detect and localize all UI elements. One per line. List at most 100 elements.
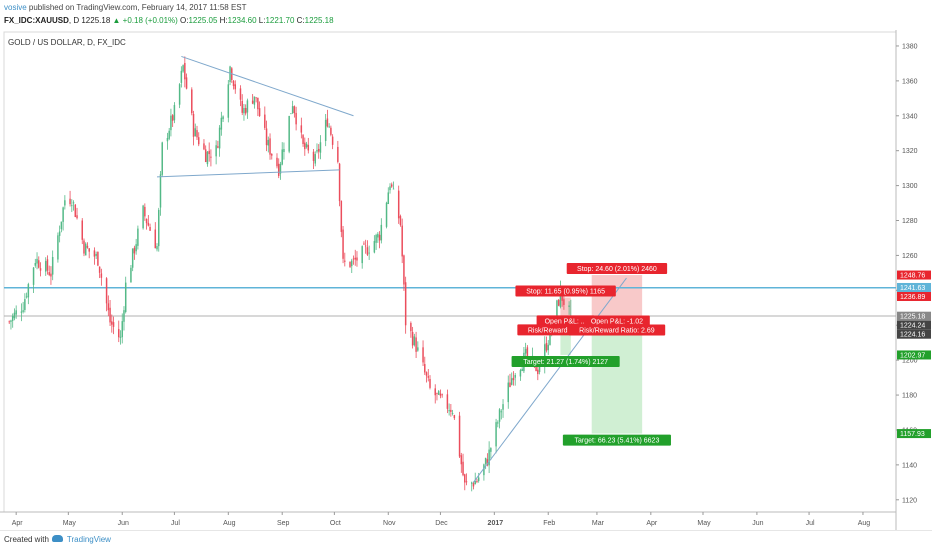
candle-body bbox=[44, 261, 47, 272]
candle-body bbox=[434, 388, 436, 396]
candle-body bbox=[76, 215, 78, 219]
candle-body bbox=[253, 96, 256, 105]
high-label: H: bbox=[217, 16, 228, 25]
candle-body bbox=[344, 260, 346, 262]
candle-body bbox=[453, 415, 456, 419]
candle-body bbox=[401, 225, 403, 257]
price-tag-bg bbox=[897, 291, 931, 301]
candle-body bbox=[46, 259, 49, 271]
candle-body bbox=[161, 142, 163, 175]
candle-body bbox=[361, 246, 363, 264]
candle-body bbox=[483, 464, 485, 476]
candle-body bbox=[422, 347, 424, 363]
x-tick-label: Sep bbox=[277, 520, 290, 527]
candle-body bbox=[258, 108, 261, 117]
price-tag-bg bbox=[897, 311, 931, 321]
candle-body bbox=[38, 260, 40, 268]
price-change: ▲ +0.18 (+0.01%) bbox=[112, 16, 178, 25]
candle-body bbox=[291, 106, 294, 113]
candle-body bbox=[107, 303, 110, 311]
candle-body bbox=[486, 459, 489, 466]
candle-body bbox=[197, 137, 200, 145]
candle-body bbox=[392, 188, 395, 190]
price-tag: 1248.76 bbox=[900, 273, 925, 280]
candle-body bbox=[497, 422, 499, 424]
candle-body bbox=[326, 118, 329, 127]
candle-body bbox=[568, 305, 570, 308]
candle-body bbox=[123, 310, 125, 322]
candle-body bbox=[397, 190, 400, 219]
candle-body bbox=[500, 411, 503, 413]
price-tag: 1202.97 bbox=[900, 352, 925, 359]
stop-zone bbox=[560, 297, 571, 318]
high-value: 1234.60 bbox=[227, 16, 257, 25]
candle-body bbox=[450, 409, 452, 412]
candle-body bbox=[86, 245, 89, 248]
candle-body bbox=[317, 148, 320, 152]
candle-body bbox=[368, 252, 370, 254]
target-zone bbox=[560, 317, 571, 355]
rr-label: Risk/Reward Ratio: 1.83 bbox=[528, 327, 604, 334]
y-tick-label: 1120 bbox=[902, 497, 917, 504]
candle-body bbox=[142, 205, 144, 229]
price-tag-bg bbox=[897, 270, 931, 280]
candle-body bbox=[312, 151, 315, 161]
y-tick-label: 1260 bbox=[902, 253, 918, 260]
candle-body bbox=[133, 247, 136, 254]
candle-body bbox=[351, 260, 353, 267]
candle-body bbox=[474, 481, 476, 485]
tradingview-brand[interactable]: TradingView bbox=[66, 535, 111, 544]
candle-body bbox=[105, 278, 108, 304]
symbol-name[interactable]: FX_IDC:XAUUSD bbox=[4, 16, 69, 25]
candle-body bbox=[265, 128, 268, 146]
low-value: 1221.70 bbox=[265, 16, 295, 25]
candle-body bbox=[234, 84, 237, 90]
candle-body bbox=[81, 220, 83, 240]
candle-body bbox=[112, 322, 115, 327]
stop-zone bbox=[591, 275, 643, 318]
candle-body bbox=[137, 228, 139, 246]
candle-body bbox=[378, 234, 381, 241]
candle-body bbox=[404, 282, 407, 326]
low-label: L: bbox=[256, 16, 266, 25]
candle-body bbox=[158, 209, 160, 247]
candle-body bbox=[563, 299, 565, 305]
candle-body bbox=[57, 235, 59, 260]
candle-body bbox=[429, 378, 431, 388]
candle-body bbox=[342, 229, 344, 259]
candle-body bbox=[69, 198, 71, 205]
candle-body bbox=[145, 218, 148, 224]
candle-body bbox=[156, 246, 158, 250]
candle-body bbox=[215, 145, 217, 157]
candle-body bbox=[328, 126, 330, 128]
candle-body bbox=[441, 394, 443, 396]
candle-body bbox=[337, 146, 339, 162]
candle-body bbox=[547, 344, 549, 351]
candle-body bbox=[246, 100, 249, 113]
target-label-bg bbox=[562, 434, 671, 446]
candle-body bbox=[51, 257, 54, 275]
price-chart[interactable]: GOLD / US DOLLAR, D, FX_IDC 112011401160… bbox=[0, 30, 932, 530]
candle-body bbox=[267, 139, 270, 146]
candle-body bbox=[380, 224, 383, 241]
y-tick-label: 1180 bbox=[902, 393, 917, 400]
candle-body bbox=[385, 202, 388, 227]
candle-body bbox=[60, 221, 63, 230]
candle-body bbox=[389, 186, 391, 191]
x-tick-label: May bbox=[63, 520, 77, 527]
x-tick-label: Jun bbox=[118, 520, 129, 527]
candle-body bbox=[203, 143, 205, 150]
chart-area[interactable]: GOLD / US DOLLAR, D, FX_IDC 112011401160… bbox=[0, 30, 932, 530]
candle-body bbox=[446, 394, 449, 409]
triangle-upper-line bbox=[181, 55, 354, 117]
publisher-link[interactable]: vosive bbox=[4, 3, 27, 12]
candle-body bbox=[182, 65, 184, 72]
plot-frame bbox=[3, 31, 897, 513]
candle-body bbox=[93, 250, 96, 257]
candle-body bbox=[159, 174, 162, 208]
candle-body bbox=[204, 149, 207, 163]
candle-body bbox=[173, 105, 176, 121]
candle-body bbox=[239, 88, 242, 100]
candle-body bbox=[411, 332, 414, 346]
candle-body bbox=[544, 344, 546, 366]
